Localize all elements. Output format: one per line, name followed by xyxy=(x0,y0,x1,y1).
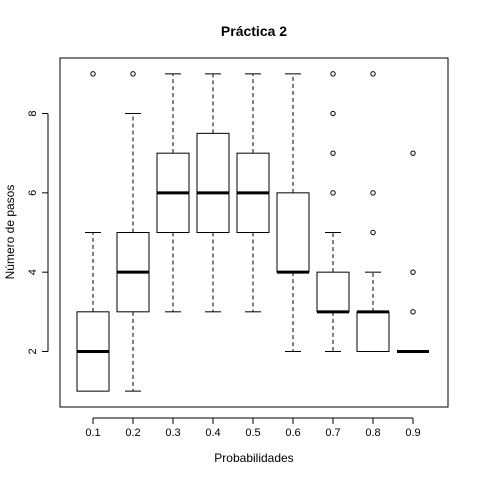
y-axis-label: Número de pasos xyxy=(3,185,17,280)
chart-title: Práctica 2 xyxy=(221,23,287,39)
outlier-point xyxy=(370,190,376,196)
x-tick-label: 0.5 xyxy=(245,427,260,439)
outlier-point xyxy=(410,269,416,275)
boxes-group xyxy=(76,71,429,392)
outlier-point xyxy=(370,71,376,77)
box-0.2 xyxy=(116,71,150,392)
x-tick-label: 0.7 xyxy=(325,427,340,439)
outlier-point xyxy=(330,110,336,117)
outlier-point xyxy=(90,71,96,77)
box-0.3 xyxy=(156,73,190,313)
box-body xyxy=(196,132,230,234)
box-0.7 xyxy=(316,71,350,352)
x-tick-label: 0.4 xyxy=(205,427,220,439)
box-0.9 xyxy=(397,150,429,353)
outlier-point xyxy=(370,229,376,236)
y-tick-label: 4 xyxy=(27,269,39,275)
y-tick-label: 2 xyxy=(27,348,39,354)
box-body xyxy=(316,271,350,313)
outlier-point xyxy=(130,71,136,77)
outlier-point xyxy=(330,190,336,196)
y-tick-label: 6 xyxy=(27,190,39,196)
y-tick-label: 8 xyxy=(27,110,39,116)
y-axis: 2 4 6 8 xyxy=(27,110,49,355)
outlier-point xyxy=(330,71,336,77)
box-0.4 xyxy=(196,73,230,313)
x-tick-label: 0.1 xyxy=(85,427,100,439)
x-tick-label: 0.8 xyxy=(365,427,380,439)
x-tick-label: 0.6 xyxy=(285,427,300,439)
outlier-point xyxy=(330,150,336,156)
x-tick-label: 0.9 xyxy=(405,427,420,439)
box-0.6 xyxy=(276,73,310,352)
box-0.8 xyxy=(356,71,390,352)
x-tick-label: 0.2 xyxy=(125,427,140,439)
x-axis: 0.1 0.2 0.3 0.4 0.5 0.6 0.7 0.8 0.9 xyxy=(85,417,421,439)
plot-frame xyxy=(59,57,449,408)
x-tick-label: 0.3 xyxy=(165,427,180,439)
outlier-point xyxy=(410,309,416,315)
box-0.5 xyxy=(236,73,270,313)
outlier-point xyxy=(410,150,416,156)
box-0.1 xyxy=(76,71,110,392)
box-body xyxy=(356,311,390,352)
box-body xyxy=(276,192,310,273)
x-axis-label: Probabilidades xyxy=(214,451,293,465)
